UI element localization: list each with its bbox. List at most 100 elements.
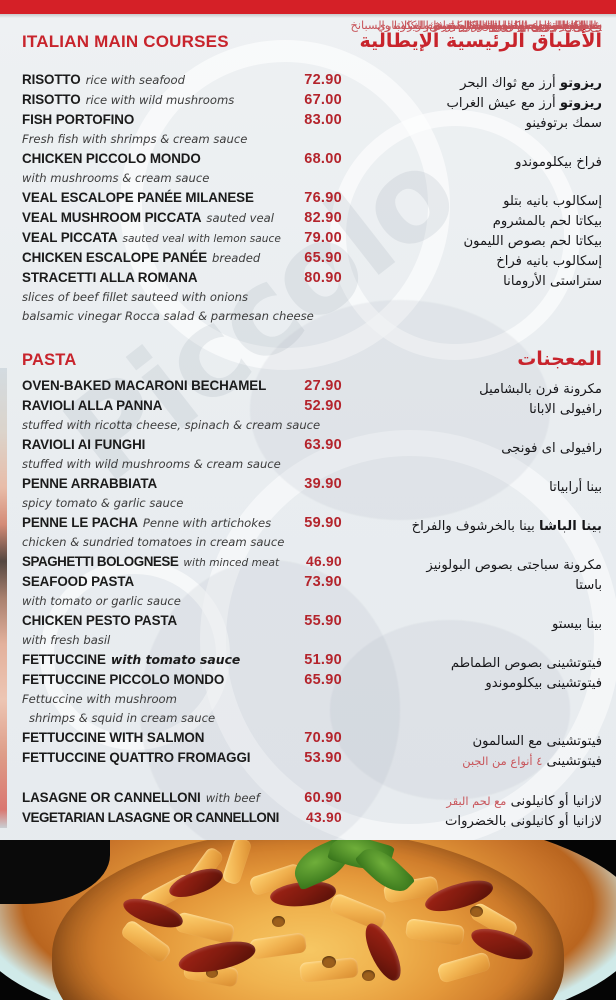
item-subdesc-en: Fettuccine with mushroom	[22, 692, 177, 706]
item-price: 27.90	[304, 378, 342, 394]
item-subdesc-ar: يقدم مع صوص الكريمة محشو بجبنة الريكوتا …	[350, 18, 602, 32]
item-price: 76.90	[304, 190, 342, 206]
penne-hole	[206, 968, 218, 978]
menu-item-row: CHICKEN ESCALOPE PANÉE breaded 65.90 إسك…	[0, 250, 616, 270]
item-name-en: FETTUCCINE PICCOLO MONDO	[22, 672, 225, 687]
item-price: 46.90	[305, 554, 342, 569]
menu-item-row: OVEN-BAKED MACARONI BECHAMEL 27.90 مكرون…	[0, 378, 616, 398]
item-name-en: FISH PORTOFINO	[22, 112, 135, 127]
item-subdesc-en: Fresh fish with shrimps & cream sauce	[22, 132, 248, 146]
menu-item-subdesc: Fettuccine with mushroom مع الكريمة و عش…	[0, 18, 616, 711]
section-title-en: PASTA	[22, 351, 77, 369]
item-name-ar: ريزوتو أرز مع عيش الغراب	[446, 96, 603, 111]
menu-item-row: RAVIOLI ALLA PANNA 52.90 رافيولى الابانا	[0, 398, 616, 418]
menu-item-row: STRACETTI ALLA ROMANA 80.90 ستراستى الأر…	[0, 270, 616, 290]
penne-hole	[470, 906, 483, 917]
item-price: 82.90	[304, 210, 342, 226]
item-subdesc-ar: شرائح فيليه مع البصل وخل البلسامك	[427, 18, 602, 32]
item-name-en: CHICKEN PESTO PASTA	[22, 613, 178, 628]
item-price: 53.90	[304, 750, 342, 766]
item-name-ar: فراخ بيكلوموندو	[515, 155, 602, 170]
left-edge-strip	[0, 368, 7, 828]
menu-item-row: FETTUCCINE WITH SALMON 70.90 فيتوتشينى م…	[0, 730, 616, 750]
menu-item-row: PENNE ARRABBIATA 39.90 بينا أرابياتا	[0, 476, 616, 496]
item-name-ar: رافيولى اى فونجى	[501, 441, 602, 456]
menu-item-row: SEAFOOD PASTA 73.90 باستا	[0, 574, 616, 594]
menu-item-row: PENNE LE PACHA Penne with artichokes 59.…	[0, 515, 616, 535]
item-subdesc-en: stuffed with wild mushrooms & cream sauc…	[22, 457, 281, 471]
item-subdesc-ar: والطماطم المجففة وصلصة الكريمة	[434, 18, 602, 32]
item-desc-en: rice with seafood	[85, 73, 185, 87]
item-subdesc-ar: مع الكريمة و عش الغراب والجمبرى والكالام…	[376, 18, 602, 32]
item-name-ar: باستا	[575, 578, 602, 593]
item-subdesc-ar: يقدم مع صوص الكريمة محشو بعيش الغراب	[393, 18, 602, 32]
item-name-en: FETTUCCINE	[22, 652, 106, 667]
item-desc-en: with minced meat	[183, 557, 280, 569]
item-price: 60.90	[304, 790, 342, 806]
menu-content: ITALIAN MAIN COURSES الأطباق الرئيسية ال…	[0, 14, 616, 830]
item-price: 83.00	[304, 112, 342, 128]
menu-item-subdesc: with tomato or garlic sauce مع ثواك البح…	[0, 18, 616, 613]
menu-item-subdesc: with fresh basil بصلصة الريحان والدجاج	[0, 18, 616, 652]
menu-item-row: VEGETARIAN LASAGNE OR CANNELLONI 43.90 ل…	[0, 810, 616, 830]
top-bar-shadow	[0, 14, 616, 18]
item-name-ar: مكرونة فرن بالبشاميل	[479, 382, 602, 397]
item-desc-en: sauted veal	[206, 211, 274, 225]
menu-item-row: RISOTTO rice with seafood 72.90 ريزوتو أ…	[0, 72, 616, 92]
item-subdesc-ar: مع ثواك البحر صوص الطماطم او ثوم	[426, 18, 602, 32]
item-name-ar: لازانيا أو كانيلونى مع لحم البقر	[446, 794, 602, 809]
item-price: 80.90	[304, 270, 342, 286]
item-name-ar: فيتوتشينى مع السالمون	[472, 734, 602, 749]
item-desc-en: rice with wild mushrooms	[85, 93, 235, 107]
item-name-ar: إسكالوب بانيه فراخ	[496, 254, 602, 269]
item-price: 67.00	[304, 92, 342, 108]
item-name-en: VEAL ESCALOPE PANÉE MILANESE	[22, 190, 254, 205]
item-price: 72.90	[304, 72, 342, 88]
section-title-ar: المعجنات	[517, 348, 602, 370]
item-price: 65.90	[304, 672, 342, 688]
item-name-en: CHICKEN PICCOLO MONDO	[22, 151, 201, 166]
menu-item-subdesc: balsamic vinegar Rocca salad & parmesan …	[0, 18, 616, 328]
menu-item-row: RISOTTO rice with wild mushrooms 67.00 ر…	[0, 92, 616, 112]
item-name-en: FETTUCCINE WITH SALMON	[22, 730, 205, 745]
item-subdesc-en: with fresh basil	[22, 633, 111, 647]
item-desc-en: sauted veal with lemon sauce	[122, 233, 281, 245]
item-name-en: RISOTTO	[22, 72, 81, 87]
menu-item-subdesc: slices of beef fillet sauteed with onion…	[0, 18, 616, 309]
item-name-ar: بينا الباشا بينا بالخرشوف والفراخ	[411, 519, 602, 534]
menu-item-row: SPAGHETTI BOLOGNESE with minced meat 46.…	[0, 554, 616, 574]
menu-item-row: CHICKEN PESTO PASTA 55.90 بينا بيستو	[0, 613, 616, 633]
item-name-ar: لازانيا أو كانيلونى بالخضروات	[445, 814, 602, 829]
item-name-ar: مكرونة سباجتى بصوص البولونيز	[426, 558, 602, 573]
item-subdesc-ar: والجرجير وجبن البارميزان	[481, 18, 602, 32]
item-name-ar: فيتوتشينى بيكلوموندو	[485, 676, 602, 691]
item-desc-en: breaded	[212, 251, 261, 265]
food-photo	[0, 840, 616, 1000]
item-price: 79.00	[304, 230, 342, 246]
item-price: 63.90	[304, 437, 342, 453]
item-name-ar: فيتوتشينى بصوص الطماطم	[450, 656, 602, 671]
item-subdesc-ar: بصلصة الريحان والدجاج	[490, 18, 602, 32]
item-desc-en: with tomato sauce	[110, 652, 241, 667]
menu-item-subdesc: stuffed with wild mushrooms & cream sauc…	[0, 18, 616, 476]
item-price: 59.90	[304, 515, 342, 531]
section-header-italian-main-courses: ITALIAN MAIN COURSES الأطباق الرئيسية ال…	[0, 30, 616, 52]
menu-item-row: RAVIOLI AI FUNGHI 63.90 رافيولى اى فونجى	[0, 437, 616, 457]
item-name-ar: بيكاتا لحم بالمشروم	[492, 214, 602, 229]
item-name-en: OVEN-BAKED MACARONI BECHAMEL	[22, 378, 267, 393]
top-red-bar	[0, 0, 616, 14]
menu-item-row: FISH PORTOFINO 83.00 سمك برتوفينو	[0, 112, 616, 132]
section-header-pasta: PASTA المعجنات	[0, 348, 616, 370]
menu-item-row: VEAL MUSHROOM PICCATA sauted veal 82.90 …	[0, 210, 616, 230]
item-name-en: FETTUCCINE QUATTRO FROMAGGI	[22, 750, 251, 765]
item-name-en: PENNE LE PACHA	[22, 515, 138, 530]
item-price: 73.90	[304, 574, 342, 590]
item-name-ar: سمك برتوفينو	[525, 116, 603, 131]
item-subdesc-ar: صوص المشروم وصوص الكريمة	[449, 18, 602, 32]
item-name-en: RAVIOLI AI FUNGHI	[22, 437, 146, 452]
item-subdesc-en: stuffed with ricotta cheese, spinach & c…	[22, 418, 321, 432]
item-name-ar: إسكالوب بانيه بتلو	[503, 194, 602, 209]
menu-item-subdesc: Fresh fish with shrimps & cream sauce سم…	[0, 18, 616, 151]
item-name-ar: بينا بيستو	[551, 617, 602, 632]
item-name-en: VEAL MUSHROOM PICCATA	[22, 210, 202, 225]
